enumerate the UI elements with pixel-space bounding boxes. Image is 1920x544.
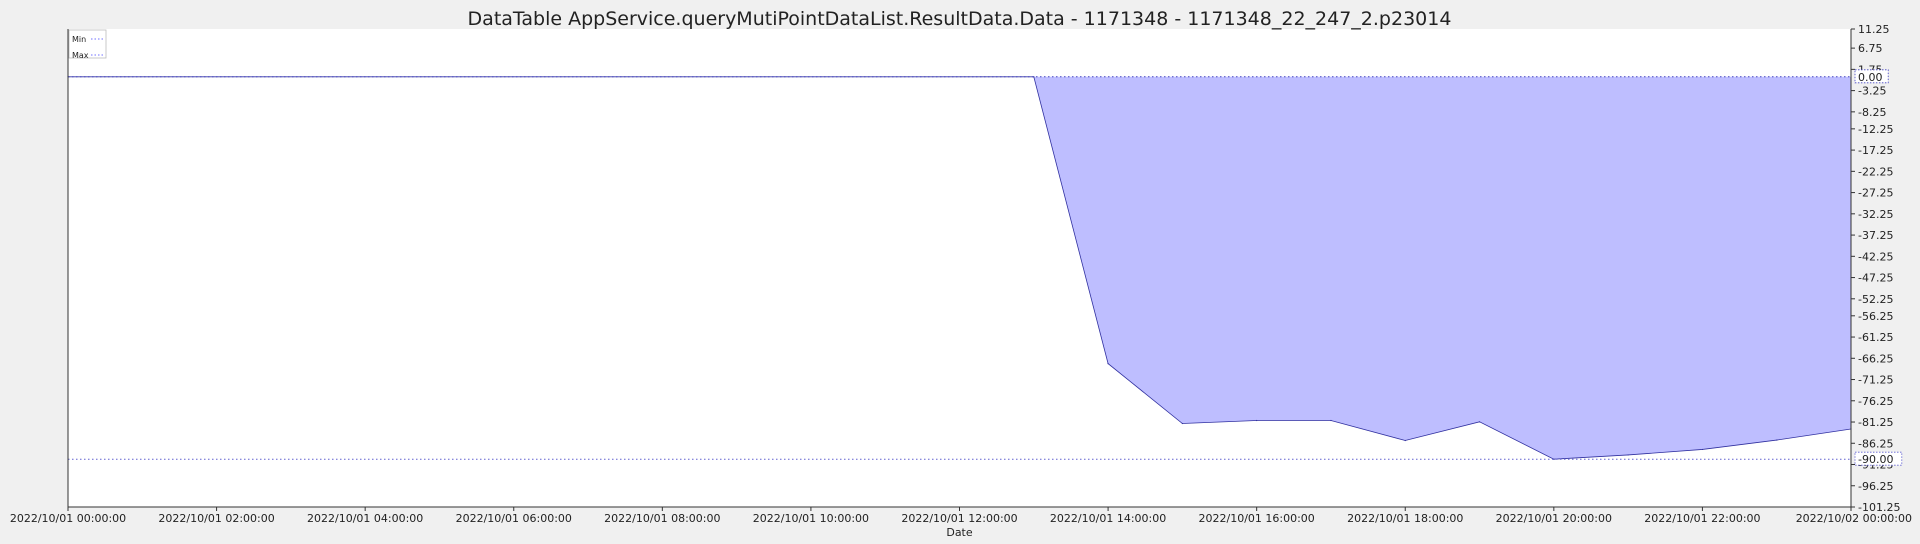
x-tick-label: 2022/10/02 00:00:00 — [1796, 512, 1912, 525]
x-tick-label: 2022/10/01 12:00:00 — [901, 512, 1017, 525]
x-tick-label: 2022/10/01 00:00:00 — [10, 512, 126, 525]
y-tick-label: -37.25 — [1858, 229, 1893, 242]
y-tick-label: -17.25 — [1858, 144, 1893, 157]
data-point — [1181, 422, 1183, 425]
x-tick-label: 2022/10/01 10:00:00 — [753, 512, 869, 525]
x-tick-label: 2022/10/01 14:00:00 — [1050, 512, 1166, 525]
y-tick-label: -76.25 — [1858, 395, 1893, 408]
chart-marks — [67, 76, 1852, 460]
data-point — [1701, 448, 1704, 451]
y-tick-label: -8.25 — [1858, 106, 1886, 119]
data-point — [1776, 439, 1778, 441]
y-tick-label: 6.75 — [1858, 42, 1883, 55]
y-tick-label: -32.25 — [1858, 208, 1893, 221]
x-tick-label: 2022/10/01 18:00:00 — [1347, 512, 1463, 525]
y-tick-label: -56.25 — [1858, 310, 1893, 323]
y-tick-label: -52.25 — [1858, 293, 1893, 306]
x-tick-label: 2022/10/01 20:00:00 — [1496, 512, 1612, 525]
series-area — [68, 76, 1851, 460]
reference-line-label-box — [1854, 69, 1889, 84]
y-tick-label: -61.25 — [1858, 331, 1893, 344]
legend-label: Max — [72, 51, 89, 60]
y-tick-label: -71.25 — [1858, 374, 1893, 387]
y-tick-label: 11.25 — [1858, 23, 1890, 36]
legend-box — [68, 29, 107, 59]
y-tick-label: -12.25 — [1858, 123, 1893, 136]
legend-label: Min — [72, 35, 86, 44]
x-axis-label: Date — [946, 526, 973, 539]
reference-line-label: 0.00 — [1858, 71, 1883, 84]
x-tick-label: 2022/10/01 22:00:00 — [1644, 512, 1760, 525]
data-point — [1256, 419, 1258, 422]
y-tick-label: -101.25 — [1858, 501, 1900, 514]
data-point — [1330, 419, 1332, 422]
data-point — [1107, 363, 1109, 365]
data-point — [1627, 454, 1629, 456]
chart-axes: 11.256.751.75-3.25-8.25-12.25-17.25-22.2… — [10, 23, 1912, 525]
y-tick-label: -42.25 — [1858, 250, 1893, 263]
y-tick-label: -27.25 — [1858, 187, 1893, 200]
data-point — [1553, 458, 1555, 460]
chart-title: DataTable AppService.queryMutiPointDataL… — [468, 8, 1452, 30]
y-tick-label: -81.25 — [1858, 416, 1893, 429]
reference-line-label-box — [1854, 451, 1903, 466]
y-tick-label: -66.25 — [1858, 352, 1893, 365]
x-tick-label: 2022/10/01 04:00:00 — [307, 512, 423, 525]
data-point — [1478, 421, 1481, 423]
y-tick-label: -86.25 — [1858, 437, 1893, 450]
y-tick-label: -3.25 — [1858, 85, 1886, 98]
x-tick-label: 2022/10/01 08:00:00 — [604, 512, 720, 525]
data-point — [1404, 439, 1406, 442]
reference-line-label: -90.00 — [1858, 453, 1893, 466]
x-tick-label: 2022/10/01 16:00:00 — [1199, 512, 1315, 525]
y-tick-label: -96.25 — [1858, 480, 1893, 493]
y-tick-label: -22.25 — [1858, 165, 1893, 178]
x-tick-label: 2022/10/01 06:00:00 — [456, 512, 572, 525]
legend: Min Max — [68, 29, 107, 60]
y-tick-label: -47.25 — [1858, 272, 1893, 285]
x-tick-label: 2022/10/01 02:00:00 — [158, 512, 274, 525]
